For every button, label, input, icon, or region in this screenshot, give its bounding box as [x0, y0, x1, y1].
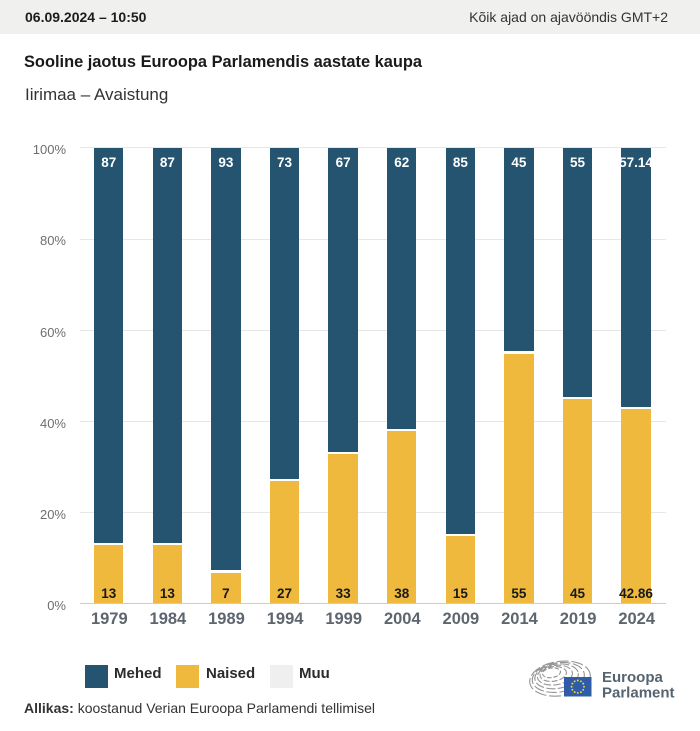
svg-text:Euroopa: Euroopa [602, 669, 663, 686]
svg-text:Parlament: Parlament [602, 685, 675, 702]
